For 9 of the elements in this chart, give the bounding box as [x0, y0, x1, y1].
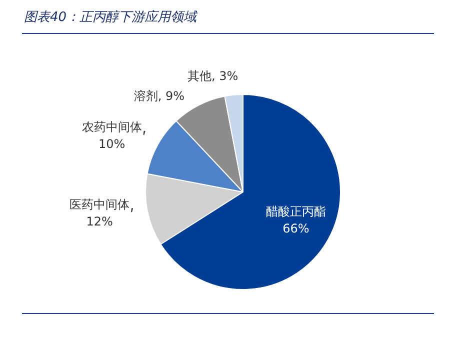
slice-label: 溶剂, 9% [134, 89, 185, 104]
data-label: 12% [86, 214, 113, 228]
slice-label: 农药中间体 [82, 120, 142, 134]
data-label: 66% [282, 222, 310, 236]
slice-label: 医药中间体 [70, 197, 130, 212]
data-label: 10% [98, 136, 126, 151]
slice-label: 醋酸正丙酯 [266, 204, 326, 219]
slice-label: 其他, 3% [187, 69, 238, 84]
chart-title: 图表40：正丙醇下游应用领域 [24, 9, 197, 26]
